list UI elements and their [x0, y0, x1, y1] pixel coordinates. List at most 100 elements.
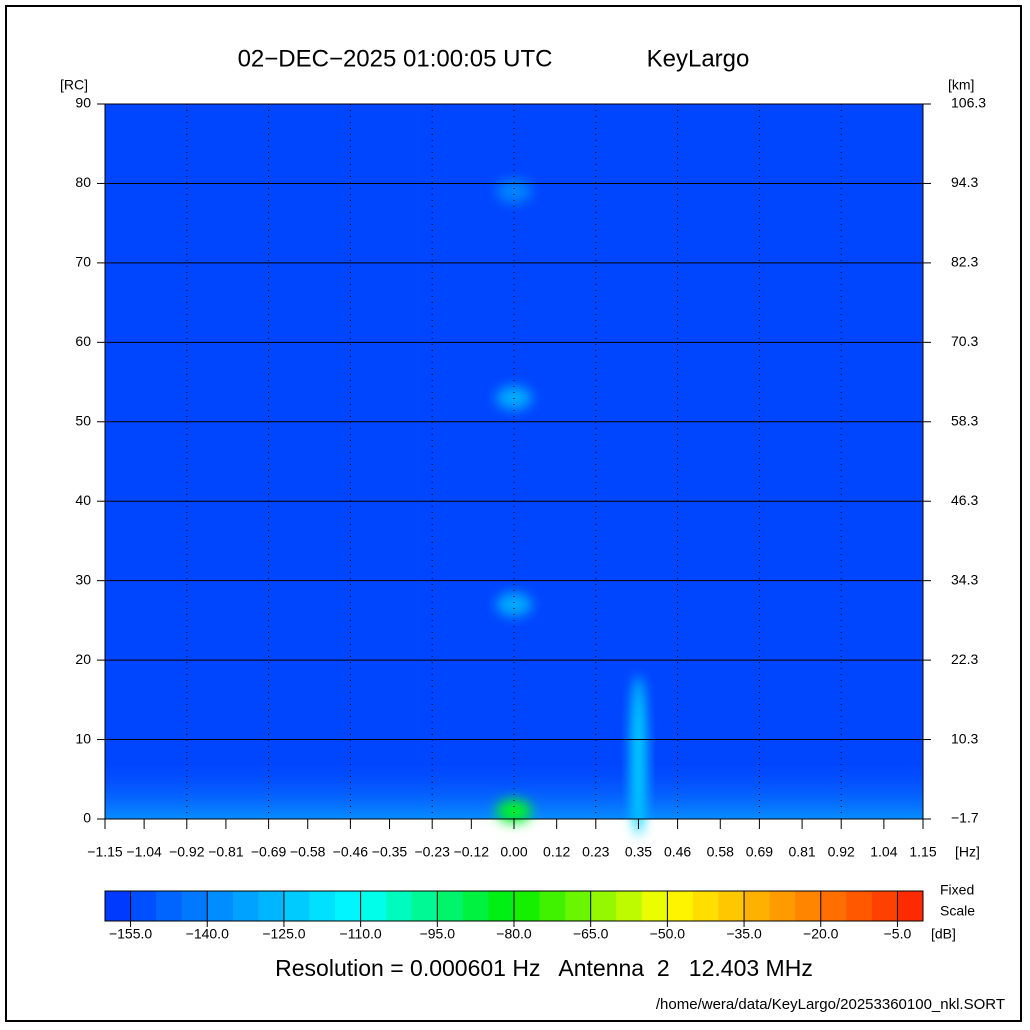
colorbar-cell [539, 891, 566, 921]
x-tick-label: −0.12 [454, 844, 490, 860]
colorbar-cell [181, 891, 208, 921]
colorbar-tick-label: −35.0 [726, 926, 762, 942]
colorbar-cell [692, 891, 719, 921]
colorbar-cell [641, 891, 668, 921]
y2-tick-label: 58.3 [951, 412, 978, 428]
colorbar-cell [386, 891, 413, 921]
x-tick-label: −0.35 [372, 844, 408, 860]
x-tick-label: 1.15 [909, 844, 936, 860]
x-tick-label: 0.00 [500, 844, 527, 860]
frame [5, 5, 1022, 1022]
colorbar-cell [411, 891, 438, 921]
colorbar-cell [769, 891, 796, 921]
colorbar-note: Fixed [940, 882, 974, 898]
colorbar-cell [616, 891, 643, 921]
x-tick-label: 0.81 [788, 844, 815, 860]
echo [496, 179, 532, 204]
colorbar-cell [846, 891, 873, 921]
y-tick-label: 70 [75, 254, 91, 270]
y2-tick-label: −1.7 [951, 810, 979, 826]
y2-tick-label: 70.3 [951, 333, 978, 349]
colorbar-tick-label: −95.0 [420, 926, 456, 942]
x-tick-label: 1.04 [870, 844, 897, 860]
colorbar-cell [360, 891, 387, 921]
colorbar-cell [565, 891, 592, 921]
x-tick-label: −0.69 [251, 844, 287, 860]
x-tick-label: 0.12 [543, 844, 570, 860]
y-label: [RC] [60, 77, 88, 93]
colorbar-cell [820, 891, 847, 921]
colorbar-cell [232, 891, 259, 921]
colorbar-cell [437, 891, 464, 921]
colorbar-tick-label: −5.0 [884, 926, 912, 942]
colorbar-cell [462, 891, 489, 921]
x-tick-label: −0.58 [290, 844, 326, 860]
y-tick-label: 60 [75, 333, 91, 349]
chart-title: 02−DEC−2025 01:00:05 UTC [238, 45, 553, 72]
heatmap-background [105, 104, 923, 819]
y2-tick-label: 94.3 [951, 174, 978, 190]
y-tick-label: 0 [83, 810, 91, 826]
x-tick-label: −0.81 [208, 844, 244, 860]
colorbar-tick-label: −65.0 [573, 926, 609, 942]
colorbar-cell [207, 891, 234, 921]
x-tick-label: −0.92 [169, 844, 205, 860]
colorbar-tick-label: −20.0 [803, 926, 839, 942]
x-tick-label: 0.69 [746, 844, 773, 860]
y2-tick-label: 106.3 [951, 95, 986, 111]
colorbar-tick-label: −80.0 [496, 926, 532, 942]
colorbar-cell [335, 891, 362, 921]
colorbar-cell [897, 891, 924, 921]
x-tick-label: −0.46 [333, 844, 369, 860]
colorbar-cell [156, 891, 183, 921]
colorbar-tick-label: −50.0 [650, 926, 686, 942]
plot-border [104, 103, 924, 820]
y-tick-label: 80 [75, 174, 91, 190]
colorbar-cell [105, 891, 132, 921]
y-tick-label: 50 [75, 412, 91, 428]
colorbar-cell [744, 891, 771, 921]
colorbar-cell [795, 891, 822, 921]
y-tick-label: 10 [75, 730, 91, 746]
x-tick-label: 0.23 [582, 844, 609, 860]
colorbar-cell [488, 891, 515, 921]
echo [496, 592, 532, 617]
y-tick-label: 90 [75, 95, 91, 111]
y-tick-label: 20 [75, 651, 91, 667]
x-tick-label: −1.04 [126, 844, 162, 860]
colorbar-cell [514, 891, 541, 921]
colorbar-border [104, 890, 924, 922]
x-tick-label: −0.23 [414, 844, 450, 860]
y2-tick-label: 82.3 [951, 254, 978, 270]
y2-tick-label: 22.3 [951, 651, 978, 667]
y2-label: [km] [948, 77, 974, 93]
station: KeyLargo [647, 45, 750, 72]
y2-tick-label: 10.3 [951, 730, 978, 746]
y2-tick-label: 46.3 [951, 492, 978, 508]
x-tick-label: 0.92 [828, 844, 855, 860]
y-tick-label: 30 [75, 571, 91, 587]
colorbar-cell [590, 891, 617, 921]
x-tick-label: 0.35 [625, 844, 652, 860]
y-tick-label: 40 [75, 492, 91, 508]
x-tick-label: −1.15 [87, 844, 123, 860]
file-path: /home/wera/data/KeyLargo/20253360100_nkl… [656, 996, 1005, 1013]
colorbar-tick-label: −155.0 [109, 926, 152, 942]
colorbar-cell [667, 891, 694, 921]
echo [496, 385, 532, 410]
colorbar-tick-label: −140.0 [186, 926, 229, 942]
colorbar-tick-label: −125.0 [262, 926, 305, 942]
colorbar-tick-label: −110.0 [340, 926, 382, 942]
colorbar-cell [718, 891, 745, 921]
colorbar-cell [309, 891, 336, 921]
echo [496, 799, 532, 824]
x-tick-label: 0.46 [664, 844, 691, 860]
colorbar-label: [dB] [931, 926, 956, 942]
colorbar-cell [283, 891, 310, 921]
colorbar-cell [871, 891, 898, 921]
colorbar-note: Scale [940, 903, 975, 919]
echo [630, 675, 647, 836]
x-tick-label: 0.58 [707, 844, 734, 860]
y2-tick-label: 34.3 [951, 571, 978, 587]
